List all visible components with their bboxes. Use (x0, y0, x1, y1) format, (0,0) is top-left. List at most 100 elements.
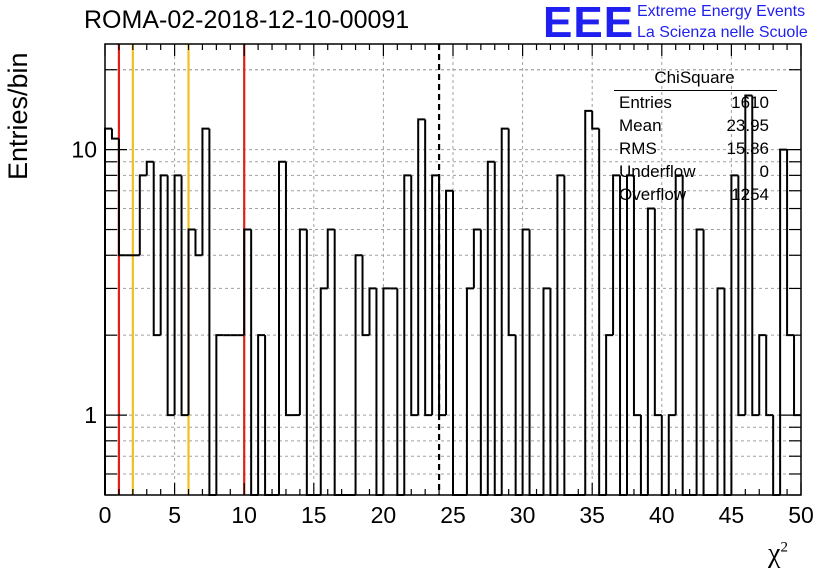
histogram-bin (194, 229, 203, 257)
histogram-bin (549, 288, 558, 496)
histogram-bin (605, 334, 614, 495)
histogram-bin (117, 138, 126, 257)
x-tick-label: 20 (371, 502, 397, 528)
histogram-bin (737, 175, 746, 417)
stats-label: Entries (619, 93, 672, 112)
histogram-bin (528, 229, 537, 496)
histogram-bin (786, 149, 795, 337)
histogram-bin (243, 228, 252, 336)
stats-row-entries: Entries 1610 (619, 93, 769, 115)
histogram-bin (159, 174, 168, 336)
histogram-bin (702, 229, 711, 496)
histogram-bin (257, 334, 266, 495)
histogram-bin (208, 128, 217, 496)
x-tick-label: 5 (168, 502, 181, 528)
histogram-bin (667, 414, 676, 495)
histogram-bin (751, 95, 760, 417)
stats-value: 15.86 (726, 139, 769, 158)
histogram-bin (431, 174, 440, 416)
histogram-bin (646, 207, 655, 495)
histogram-bin (382, 287, 391, 495)
histogram-bin (375, 288, 384, 496)
histogram-bin (779, 148, 788, 495)
histogram-bin (368, 287, 377, 336)
histogram-bin (445, 189, 453, 416)
stats-row-overflow: Overflow 1254 (619, 185, 769, 207)
histogram-bin (556, 174, 565, 495)
histogram-bin (215, 334, 224, 495)
stats-label: Overflow (619, 185, 687, 204)
histogram-bin (173, 174, 182, 416)
logo-line-2: La Scienza nelle Scuole (637, 24, 808, 41)
y-axis-label: Entries/bin (3, 52, 33, 180)
x-tick-label: 25 (440, 502, 466, 528)
histogram-bin (465, 287, 474, 495)
logo-mark: EEE (543, 0, 635, 47)
histogram-bin (104, 127, 112, 495)
histogram-bin (354, 254, 363, 495)
histogram-bin (626, 174, 634, 495)
histogram-bin (695, 228, 704, 495)
histogram-bin (319, 287, 328, 495)
axes: 0 5 10 15 20 25 30 35 40 45 50 1 10 (71, 43, 814, 528)
x-tick-label: 50 (788, 502, 814, 528)
histogram-bin (472, 228, 481, 289)
histogram-bin (145, 160, 154, 176)
histogram-bin (110, 128, 119, 140)
histogram-bin (410, 175, 419, 417)
x-tick-label: 45 (719, 502, 745, 528)
stats-value: 1254 (731, 185, 769, 204)
x-tick-label: 15 (301, 502, 327, 528)
chart-title: ROMA-02-2018-12-10-00091 (84, 6, 410, 34)
histogram-bin (507, 128, 516, 337)
stats-label: Mean (619, 116, 662, 135)
x-tick-label: 0 (99, 502, 112, 528)
histogram-bin (201, 127, 210, 256)
histogram-bin (521, 228, 530, 495)
x-axis-label: χ2 (768, 538, 788, 569)
histogram-bin (180, 175, 189, 417)
histogram-bin (674, 174, 683, 416)
histogram-bin (716, 287, 725, 495)
histogram-bin (284, 161, 293, 417)
histogram-bin (166, 175, 175, 417)
stats-label: Underflow (619, 162, 696, 181)
histogram-bin (730, 174, 739, 495)
histogram-bin (152, 161, 161, 337)
y-tick-label: 1 (84, 402, 97, 428)
histogram-bin (500, 127, 509, 495)
histogram-bin (765, 335, 774, 417)
histogram-bin (723, 288, 732, 496)
histogram-bin (493, 161, 502, 496)
stats-box: ChiSquare Entries 1610 Mean 23.95 RMS 15… (612, 66, 777, 208)
stats-title: ChiSquare (654, 68, 735, 87)
eee-logo: EEE Extreme Energy Events La Scienza nel… (543, 0, 833, 47)
histogram-bin (653, 208, 662, 417)
x-tick-label: 35 (579, 502, 605, 528)
histogram-bin (333, 229, 342, 496)
logo-line-1: Extreme Energy Events (637, 3, 806, 20)
y-tick-label: 10 (71, 137, 97, 163)
histogram-bin (598, 128, 607, 496)
x-tick-label: 10 (231, 502, 257, 528)
histogram-bin (424, 119, 433, 417)
stats-rule (614, 90, 777, 91)
stats-value: 23.95 (726, 116, 769, 135)
histogram-bin (584, 109, 593, 495)
histogram-bin (326, 228, 335, 289)
histogram-bin (278, 160, 286, 495)
stats-row-underflow: Underflow 0 (619, 162, 769, 184)
stats-row-mean: Mean 23.95 (619, 116, 769, 138)
histogram-bin (305, 229, 314, 496)
histogram-bin (187, 228, 196, 416)
histogram-bin (758, 334, 767, 416)
stats-value: 1610 (731, 93, 769, 112)
histogram-bin (744, 94, 753, 416)
x-tick-label: 30 (510, 502, 536, 528)
histogram-bin (396, 288, 405, 496)
histogram-bin (361, 255, 370, 337)
histogram-bin (591, 110, 600, 130)
histogram-bin (793, 335, 801, 417)
histogram-bin (612, 174, 621, 336)
